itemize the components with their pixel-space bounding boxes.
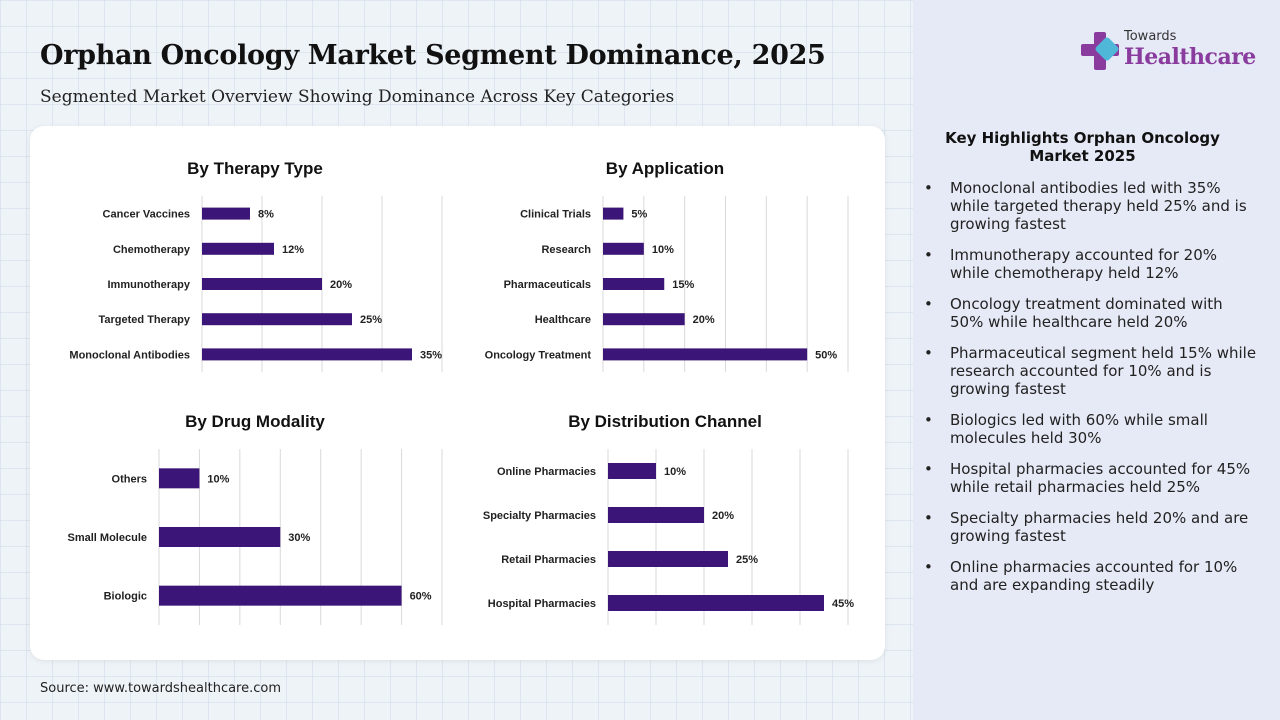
category-label: Immunotherapy [107, 279, 190, 291]
highlight-text: Immunotherapy accounted for 20% while ch… [950, 246, 1217, 282]
highlights-title: Key Highlights Orphan Oncology Market 20… [945, 129, 1220, 165]
highlight-text: Hospital pharmacies accounted for 45% wh… [950, 460, 1251, 496]
data-label: 20% [693, 314, 715, 326]
page-subtitle: Segmented Market Overview Showing Domina… [40, 87, 675, 107]
highlights-list: • Monoclonal antibodies led with 35% whil… [922, 179, 1257, 607]
chart-title: By Distribution Channel [568, 412, 762, 431]
data-label: 20% [330, 279, 352, 291]
logo-text-healthcare: Healthcare [1124, 44, 1256, 70]
data-label: 35% [420, 349, 442, 361]
bar [608, 507, 704, 523]
bar [202, 348, 412, 361]
bullet-icon: • [924, 344, 933, 362]
data-label: 45% [832, 598, 854, 610]
bar [159, 585, 402, 606]
source-note: Source: www.towardshealthcare.com [40, 681, 282, 696]
data-label: 15% [672, 279, 694, 291]
bar [603, 348, 808, 361]
data-label: 12% [282, 244, 304, 256]
highlight-text: Specialty pharmacies held 20% and are gr… [950, 509, 1249, 545]
bar [159, 468, 200, 489]
category-label: Online Pharmacies [497, 466, 596, 478]
data-label: 10% [664, 466, 686, 478]
data-label: 10% [652, 244, 674, 256]
category-label: Small Molecule [68, 532, 147, 544]
bar [608, 595, 824, 611]
bar [202, 278, 322, 290]
plus-cross-icon [1081, 32, 1119, 70]
bar [603, 207, 624, 220]
data-label: 10% [207, 473, 229, 485]
category-label: Others [112, 473, 147, 485]
page-title: Orphan Oncology Market Segment Dominance… [40, 40, 826, 71]
chart-title: By Drug Modality [185, 412, 325, 431]
data-label: 25% [360, 314, 382, 326]
data-label: 50% [815, 349, 837, 361]
bar [202, 242, 274, 255]
highlights-panel [913, 0, 1280, 720]
bullet-icon: • [924, 411, 933, 429]
bar [603, 278, 665, 290]
bar [202, 207, 250, 220]
brand-logo: Towards Healthcare [1080, 28, 1256, 78]
highlight-item: • Online pharmacies accounted for 10% and… [922, 558, 1257, 594]
category-label: Healthcare [535, 314, 591, 326]
bar [159, 527, 281, 547]
category-label: Cancer Vaccines [103, 209, 190, 221]
highlight-text: Online pharmacies accounted for 10% and … [950, 558, 1238, 594]
data-label: 5% [631, 209, 647, 221]
category-label: Chemotherapy [113, 244, 191, 256]
charts-canvas: By Therapy Type Cancer Vaccines 8% Chemothe… [68, 159, 854, 625]
category-label: Oncology Treatment [485, 349, 592, 361]
bullet-icon: • [924, 246, 933, 264]
bar [202, 313, 352, 326]
highlight-item: • Monoclonal antibodies led with 35% whil… [922, 179, 1257, 233]
chart-title: By Therapy Type [187, 159, 323, 178]
category-label: Monoclonal Antibodies [69, 349, 190, 361]
bar [603, 313, 685, 326]
highlight-text: Oncology treatment dominated with 50% wh… [950, 295, 1223, 331]
bar [608, 463, 656, 479]
bullet-icon: • [924, 295, 933, 313]
highlight-item: • Oncology treatment dominated with 50% w… [922, 295, 1257, 331]
category-label: Specialty Pharmacies [483, 510, 596, 522]
charts-card: By Therapy Type Cancer Vaccines 8% Chemothe… [30, 126, 885, 660]
category-label: Targeted Therapy [99, 314, 191, 326]
bullet-icon: • [924, 509, 933, 527]
highlight-text: Pharmaceutical segment held 15% while re… [950, 344, 1257, 398]
highlight-item: • Specialty pharmacies held 20% and are g… [922, 509, 1257, 545]
highlight-item: • Hospital pharmacies accounted for 45% w… [922, 460, 1257, 496]
data-label: 60% [410, 591, 432, 603]
highlight-item: • Biologics led with 60% while small mole… [922, 411, 1257, 447]
category-label: Retail Pharmacies [501, 554, 596, 566]
bullet-icon: • [924, 460, 933, 478]
data-label: 20% [712, 510, 734, 522]
bar [603, 242, 644, 255]
category-label: Hospital Pharmacies [488, 598, 596, 610]
chart-title: By Application [606, 159, 724, 178]
bar [608, 551, 728, 567]
data-label: 25% [736, 554, 758, 566]
bullet-icon: • [924, 179, 933, 197]
highlight-text: Monoclonal antibodies led with 35% while… [950, 179, 1247, 233]
highlight-item: • Immunotherapy accounted for 20% while c… [922, 246, 1257, 282]
bullet-icon: • [924, 558, 933, 576]
logo-text-towards: Towards [1124, 29, 1177, 44]
highlight-item: • Pharmaceutical segment held 15% while r… [922, 344, 1257, 398]
category-label: Pharmaceuticals [504, 279, 591, 291]
data-label: 8% [258, 209, 274, 221]
category-label: Clinical Trials [520, 209, 591, 221]
category-label: Biologic [104, 591, 147, 603]
category-label: Research [541, 244, 591, 256]
data-label: 30% [288, 532, 310, 544]
highlight-text: Biologics led with 60% while small molec… [950, 411, 1208, 447]
